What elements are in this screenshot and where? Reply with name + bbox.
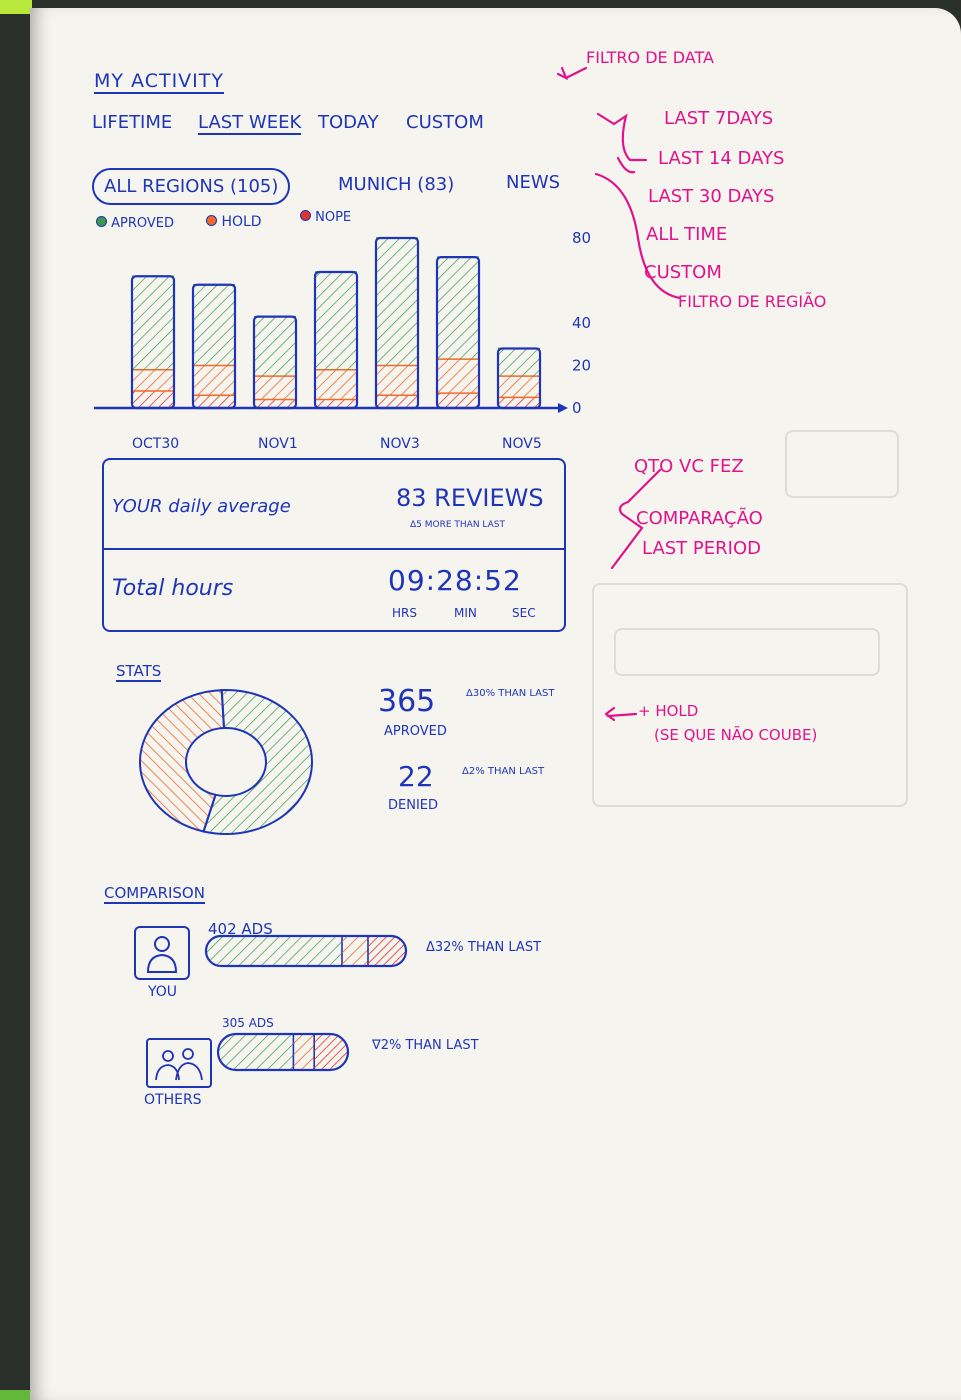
others-comparison-bar xyxy=(216,1032,350,1072)
y-tick-label: 0 xyxy=(572,399,582,417)
bar-segment-nope xyxy=(254,399,296,408)
you-comparison-bar xyxy=(204,934,408,968)
daily-average-label: YOUR daily average xyxy=(112,496,291,517)
others-approved-segment xyxy=(218,1034,294,1070)
annotation-hold-1: + HOLD xyxy=(638,702,699,720)
approved-value: 365 xyxy=(378,684,436,719)
you-avatar-icon xyxy=(134,926,190,980)
denied-label: DENIED xyxy=(388,798,439,813)
bar-segment-aproved xyxy=(193,284,235,366)
legend-dot-nope xyxy=(300,210,311,221)
y-tick-label: 20 xyxy=(572,357,591,375)
annotation-qty-3: LAST PERIOD xyxy=(642,538,761,559)
denied-delta: Δ2% THAN LAST xyxy=(462,766,545,777)
stats-title: STATS xyxy=(116,662,162,682)
daily-average-card xyxy=(102,458,566,632)
x-tick-label: NOV1 xyxy=(258,436,298,452)
annotation-qty-1: QTO VC FEZ xyxy=(634,456,744,477)
bar-segment-nope xyxy=(132,391,174,408)
bar-segment-aproved xyxy=(376,238,418,366)
bar-segment-nope xyxy=(498,397,540,408)
bar-segment-hold xyxy=(132,369,174,391)
bar-segment-nope xyxy=(437,393,479,408)
annotation-date-filter: FILTRO DE DATA xyxy=(586,48,714,67)
legend-dot-approved xyxy=(96,216,107,227)
stats-donut-chart xyxy=(139,689,313,835)
pill-outline xyxy=(216,1032,350,1072)
you-label: YOU xyxy=(148,984,178,1000)
others-hold-segment xyxy=(293,1034,315,1070)
tab-lifetime[interactable]: LIFETIME xyxy=(92,112,173,133)
daily-average-value: 83 REVIEWS xyxy=(396,484,544,512)
annotation-hold-2: (SE QUE NÃO COUBE) xyxy=(654,726,818,744)
bar-segment-hold xyxy=(376,365,418,396)
bar-segment-nope xyxy=(193,395,235,408)
legend-hold: HOLD xyxy=(206,214,262,230)
region-chip-munich[interactable]: MUNICH (83) xyxy=(338,174,455,195)
you-denied-segment xyxy=(368,936,406,966)
activity-bar-chart: 0 20 40 80 OCT30 NOV1 NOV3 NOV5 xyxy=(94,229,591,452)
annotation-date-option-custom: CUSTOM xyxy=(644,262,722,283)
you-delta: Δ32% THAN LAST xyxy=(426,940,542,955)
annotation-arrows xyxy=(556,66,682,722)
card-divider xyxy=(104,548,564,550)
bar-segment-hold xyxy=(193,365,235,396)
pill-outline xyxy=(204,934,408,968)
region-chip-news[interactable]: NEWS xyxy=(506,172,561,193)
denied-value: 22 xyxy=(398,760,434,793)
y-tick-label: 80 xyxy=(572,229,591,247)
others-label: OTHERS xyxy=(144,1092,202,1108)
legend-approved: APROVED xyxy=(96,216,174,231)
annotation-date-option-all: ALL TIME xyxy=(646,224,728,245)
notebook-page: MY ACTIVITY LIFETIME LAST WEEK TODAY CUS… xyxy=(30,8,961,1400)
page-title: MY ACTIVITY xyxy=(94,70,224,94)
legend-nope: NOPE xyxy=(300,210,351,225)
annotation-date-option-30: LAST 30 DAYS xyxy=(648,186,775,207)
y-tick-label: 40 xyxy=(572,314,591,332)
x-tick-label: OCT30 xyxy=(132,436,179,452)
tab-last-week[interactable]: LAST WEEK xyxy=(198,112,302,135)
region-chip-all[interactable]: ALL REGIONS (105) xyxy=(92,168,291,205)
bar-segment-nope xyxy=(376,395,418,408)
others-delta: ∇2% THAN LAST xyxy=(372,1038,479,1053)
unit-min: MIN xyxy=(454,606,477,620)
you-hold-segment xyxy=(342,936,368,966)
x-tick-label: NOV3 xyxy=(380,436,420,452)
others-avatar-icon xyxy=(146,1038,212,1088)
bar-segment-hold xyxy=(498,376,540,398)
bar-segment-hold xyxy=(315,369,357,400)
bar-segment-hold xyxy=(437,359,479,394)
total-hours-label: Total hours xyxy=(112,576,234,601)
annotation-date-option-14: LAST 14 DAYS xyxy=(658,148,785,169)
donut-slice-denied xyxy=(139,689,226,833)
unit-sec: SEC xyxy=(512,606,536,620)
donut-slice-approved xyxy=(202,689,313,835)
tab-today[interactable]: TODAY xyxy=(318,112,379,133)
annotation-qty-2: COMPARAÇÃO xyxy=(636,508,763,529)
annotation-date-option-7: LAST 7DAYS xyxy=(664,108,774,129)
unit-hrs: HRS xyxy=(392,606,417,620)
bar-segment-aproved xyxy=(315,272,357,370)
daily-average-delta: Δ5 MORE THAN LAST xyxy=(410,520,505,530)
x-axis-arrow xyxy=(558,403,568,413)
tab-custom[interactable]: CUSTOM xyxy=(406,112,484,133)
bar-segment-hold xyxy=(254,376,296,400)
x-tick-label: NOV5 xyxy=(502,436,542,452)
approved-delta: Δ30% THAN LAST xyxy=(466,688,555,699)
comparison-title: COMPARISON xyxy=(104,884,205,904)
bar-segment-nope xyxy=(315,399,357,408)
you-ads-count: 402 ADS xyxy=(208,920,273,938)
bar-segment-aproved xyxy=(254,316,296,377)
bar-segment-aproved xyxy=(132,276,174,370)
others-ads-count: 305 ADS xyxy=(222,1016,274,1030)
annotation-region-filter: FILTRO DE REGIÃO xyxy=(678,292,827,311)
bar-segment-aproved xyxy=(437,257,479,360)
total-hours-time: 09:28:52 xyxy=(388,564,522,597)
approved-label: APROVED xyxy=(384,724,447,739)
bar-segment-aproved xyxy=(498,348,540,377)
you-approved-segment xyxy=(206,936,342,966)
legend-dot-hold xyxy=(206,215,217,226)
